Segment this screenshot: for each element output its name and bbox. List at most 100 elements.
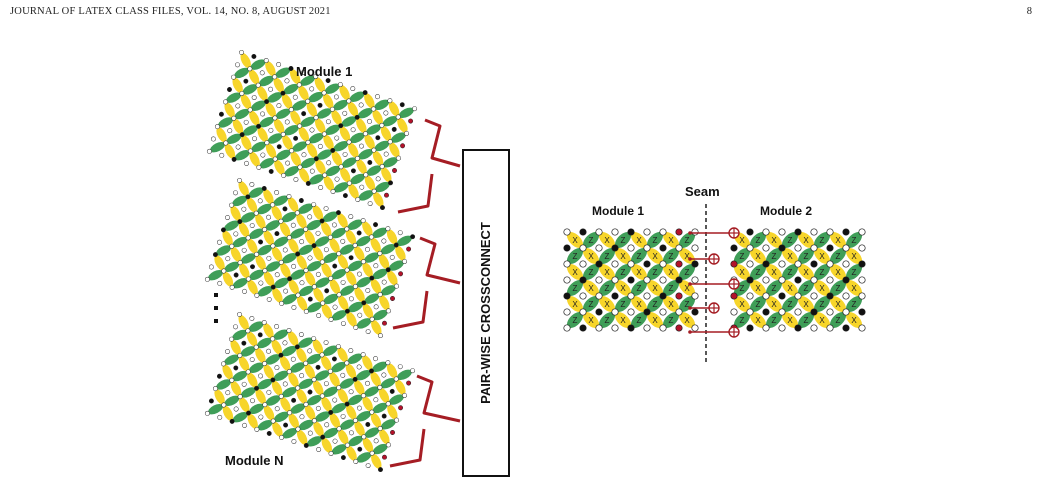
- qubit: [246, 410, 251, 416]
- x-stabilizer: [380, 126, 392, 141]
- qubit: [318, 185, 324, 190]
- x-stabilizer: [306, 102, 318, 117]
- x-stabilizer-label: X: [819, 316, 825, 325]
- z-stabilizer: [679, 231, 696, 248]
- z-stabilizer-label: Z: [589, 268, 594, 277]
- z-stabilizer: [830, 279, 847, 296]
- qubit: [746, 260, 754, 268]
- x-stabilizer: [304, 230, 316, 245]
- qubit: [292, 94, 298, 100]
- qubit: [363, 131, 368, 137]
- qubit: [675, 244, 683, 252]
- z-stabilizer: [341, 116, 357, 127]
- x-stabilizer: [395, 379, 406, 395]
- z-stabilizer-label: Z: [685, 300, 690, 309]
- qubit: [579, 292, 587, 300]
- qubit: [305, 98, 311, 104]
- x-stabilizer: [814, 280, 831, 297]
- z-stabilizer: [750, 295, 767, 312]
- qubit: [309, 168, 315, 174]
- z-stabilizer: [273, 236, 289, 247]
- z-stabilizer-label: Z: [740, 316, 745, 325]
- x-stabilizer: [362, 262, 373, 278]
- qubit: [303, 443, 309, 448]
- qubit: [352, 417, 358, 423]
- qubit: [307, 430, 313, 436]
- z-stabilizer: [257, 286, 273, 297]
- z-stabilizer: [226, 133, 242, 145]
- qubit: [235, 144, 241, 150]
- qubit: [410, 368, 416, 374]
- qubit: [225, 215, 230, 220]
- qubit: [303, 360, 309, 366]
- x-stabilizer: [232, 119, 244, 134]
- qubit: [309, 86, 315, 92]
- x-stabilizer: [362, 396, 373, 412]
- x-stabilizer: [750, 312, 767, 329]
- qubit: [284, 78, 290, 84]
- x-stabilizer: [265, 102, 276, 118]
- qubit: [311, 202, 317, 207]
- seam-label: Seam: [685, 184, 720, 199]
- z-stabilizer: [273, 411, 289, 423]
- qubit: [373, 222, 378, 228]
- z-stabilizer: [358, 149, 374, 160]
- z-stabilizer-label: Z: [772, 284, 777, 293]
- qubit: [348, 214, 354, 220]
- qubit: [350, 168, 356, 174]
- z-stabilizer: [349, 91, 365, 102]
- z-stabilizer: [290, 362, 305, 373]
- qubit: [219, 152, 225, 158]
- z-stabilizer: [232, 277, 248, 289]
- qubit: [858, 260, 866, 268]
- x-stabilizer: [280, 397, 291, 412]
- qubit: [348, 255, 354, 261]
- x-stabilizer: [766, 264, 783, 281]
- x-stabilizer-label: X: [835, 268, 841, 277]
- qubit: [324, 288, 330, 294]
- qubit: [233, 272, 239, 278]
- qubit: [268, 86, 274, 92]
- z-stabilizer: [240, 387, 256, 398]
- qubit: [746, 276, 754, 284]
- x-stabilizer: [339, 126, 351, 142]
- x-stabilizer-label: X: [739, 236, 745, 245]
- qubit: [858, 276, 866, 284]
- qubit: [659, 276, 667, 284]
- z-stabilizer: [347, 394, 363, 406]
- z-stabilizer: [357, 107, 373, 119]
- z-stabilizer: [782, 295, 799, 312]
- qubit: [311, 418, 317, 424]
- z-stabilizer-label: Z: [637, 252, 642, 261]
- qubit: [404, 130, 410, 136]
- qubit: [563, 308, 571, 316]
- x-stabilizer-label: X: [588, 284, 594, 293]
- x-stabilizer: [312, 246, 324, 262]
- qubit: [316, 447, 322, 452]
- qubit: [266, 214, 272, 220]
- x-stabilizer-label: X: [588, 316, 594, 325]
- z-stabilizer: [325, 124, 340, 136]
- z-stabilizer: [814, 295, 831, 312]
- z-stabilizer: [567, 279, 584, 296]
- qubit: [321, 131, 327, 137]
- qubit: [330, 147, 336, 153]
- qubit: [354, 114, 360, 120]
- qubit: [579, 228, 587, 236]
- qubit: [385, 267, 391, 273]
- z-stabilizer: [347, 219, 363, 230]
- x-stabilizer-label: X: [636, 236, 642, 245]
- x-stabilizer: [599, 232, 616, 249]
- z-stabilizer: [257, 244, 273, 256]
- qubit: [391, 126, 397, 132]
- z-stabilizer-label: Z: [788, 300, 793, 309]
- qubit: [643, 308, 651, 316]
- x-stabilizer: [631, 264, 648, 281]
- qubit: [810, 244, 818, 252]
- qubit: [336, 292, 342, 298]
- x-stabilizer: [387, 404, 398, 420]
- qubit: [298, 198, 304, 203]
- qubit: [258, 280, 264, 286]
- qubit: [288, 107, 294, 113]
- x-stabilizer: [240, 94, 252, 110]
